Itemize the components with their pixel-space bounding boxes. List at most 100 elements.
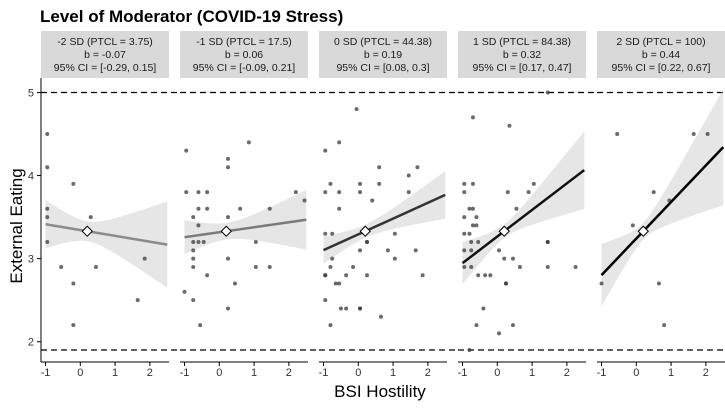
regression-line [323,193,446,252]
data-point [205,206,210,211]
x-tick-label: 1 [112,367,118,379]
data-point [182,289,187,294]
data-point [517,264,522,269]
data-point [476,273,481,278]
data-point [267,206,272,211]
strip-label-line: 95% CI = [-0.29, 0.15] [54,62,157,74]
data-point [253,240,258,245]
data-point [462,190,467,195]
x-tick-label: 1 [251,367,257,379]
strip-background [458,31,586,78]
data-point [358,306,363,311]
data-point [662,323,667,328]
x-tick-label: 2 [425,367,431,379]
data-point [630,223,635,228]
data-point [545,240,550,245]
data-point [467,348,472,353]
x-tick-label: -1 [180,367,190,379]
chart-title: Level of Moderator (COVID-19 Stress) [40,7,343,26]
data-point [545,264,550,269]
data-point [293,190,298,195]
data-point [392,256,397,261]
regression-line [184,218,307,239]
data-point [474,223,479,228]
data-point [328,264,333,269]
x-tick-label: 1 [390,367,396,379]
data-point [656,281,661,286]
y-tick-label: 4 [28,171,34,183]
data-point [238,206,243,211]
data-point [338,306,343,311]
data-point [505,190,510,195]
data-point [474,215,479,220]
data-point [385,248,390,253]
strip-label-line: b = 0.19 [364,49,402,61]
confidence-band [601,89,724,307]
strip-label-line: 95% CI = [0.22, 0.67] [612,62,711,74]
data-point [45,206,50,211]
data-point [71,281,76,286]
data-point [469,240,474,245]
strip-background [319,31,447,78]
data-point [476,240,481,245]
mean-point-diamond [81,225,93,237]
data-point [469,248,474,253]
data-point [462,264,467,269]
data-point [705,132,710,137]
data-point [323,273,328,278]
data-point [469,264,474,269]
data-point [358,181,363,186]
data-point [467,231,472,236]
y-tick-label: 3 [28,254,34,266]
confidence-band [462,131,585,285]
data-point [135,298,140,303]
strip-label-line: 95% CI = [-0.09, 0.21] [193,62,296,74]
data-point [470,206,475,211]
x-tick-label: -1 [458,367,468,379]
data-point [323,298,328,303]
data-point [510,323,515,328]
data-point [323,148,328,153]
x-tick-label: 0 [355,367,361,379]
data-point [302,198,307,203]
x-tick-label: 1 [668,367,674,379]
data-point [378,314,383,319]
data-point [191,248,196,253]
data-point [201,240,206,245]
data-point [462,248,467,253]
x-tick-label: -1 [597,367,607,379]
mean-point-diamond [498,225,510,237]
data-point [184,190,189,195]
regression-line [45,223,168,246]
strip-label-line: b = 0.32 [503,49,541,61]
data-point [226,256,230,261]
data-point [205,190,210,195]
data-point [392,231,397,236]
data-point [45,215,50,220]
data-point [365,240,369,245]
x-tick-label: 2 [564,367,570,379]
strip-label-line: 2 SD (PTCL = 100) [616,36,705,48]
data-point [365,273,369,278]
data-point [337,281,342,286]
strip-label-line: b = 0.44 [642,49,680,61]
x-tick-label: 1 [529,367,535,379]
data-point [467,206,472,211]
data-point [191,215,196,220]
y-tick-label: 2 [28,337,34,349]
data-point [358,190,363,195]
x-tick-label: 2 [703,367,709,379]
data-point [196,206,201,211]
data-point [502,256,507,261]
x-axis-label: BSI Hostility [334,382,426,401]
data-point [191,256,196,261]
data-point [358,248,363,253]
data-point [354,107,359,112]
data-point [507,123,512,128]
data-point [470,223,475,228]
data-point [337,140,342,145]
data-point [333,281,338,286]
